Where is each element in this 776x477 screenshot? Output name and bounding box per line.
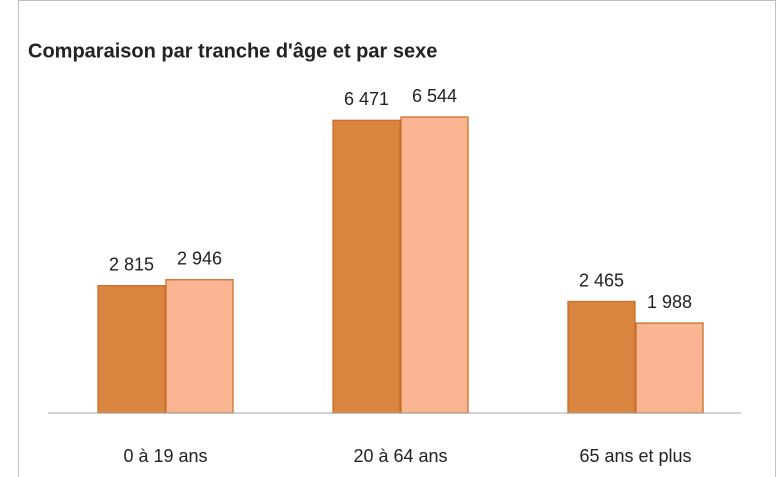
bar: [97, 285, 166, 414]
data-label: 2 946: [177, 248, 222, 268]
bar: [567, 300, 636, 414]
bar: [332, 119, 401, 414]
x-tick-label: 20 à 64 ans: [353, 446, 447, 466]
data-label: 2 815: [109, 254, 154, 274]
x-tick-label: 65 ans et plus: [579, 446, 691, 466]
bar: [635, 322, 704, 414]
x-tick-label: 0 à 19 ans: [123, 446, 207, 466]
data-label: 1 988: [647, 292, 692, 312]
chart-title: Comparaison par tranche d'âge et par sex…: [28, 40, 437, 62]
data-label: 6 471: [344, 89, 389, 109]
data-label: 2 465: [579, 270, 624, 290]
bar: [165, 279, 234, 414]
data-label: 6 544: [412, 86, 457, 106]
bar: [400, 116, 469, 414]
